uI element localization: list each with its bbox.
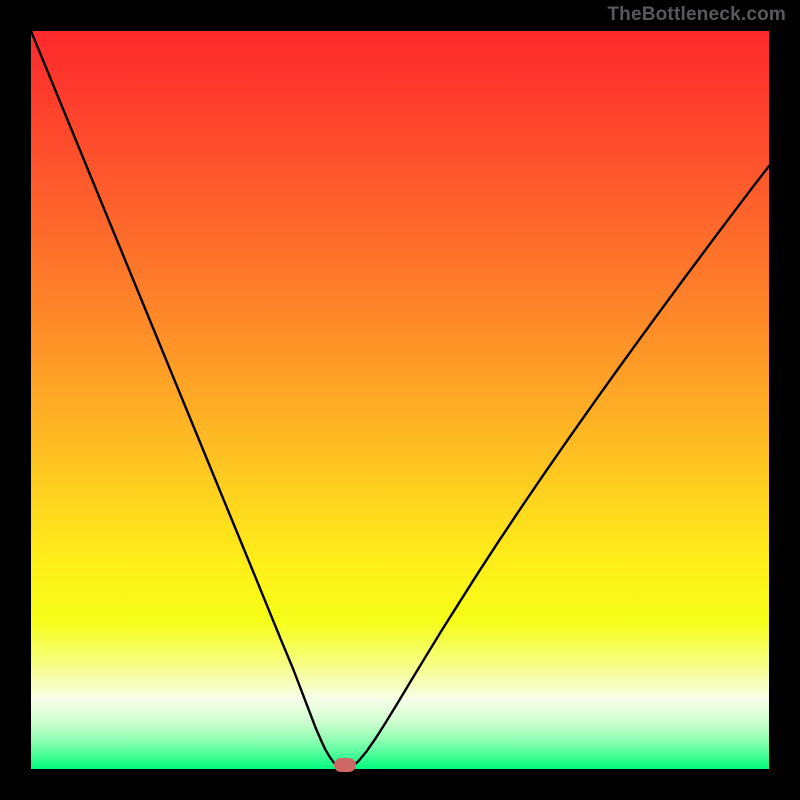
chart-container: { "watermark": { "text": "TheBottleneck.… (0, 0, 800, 800)
minimum-marker (334, 758, 356, 772)
watermark-text: TheBottleneck.com (607, 4, 786, 26)
plot-area (31, 31, 769, 769)
gradient-background (31, 31, 769, 769)
